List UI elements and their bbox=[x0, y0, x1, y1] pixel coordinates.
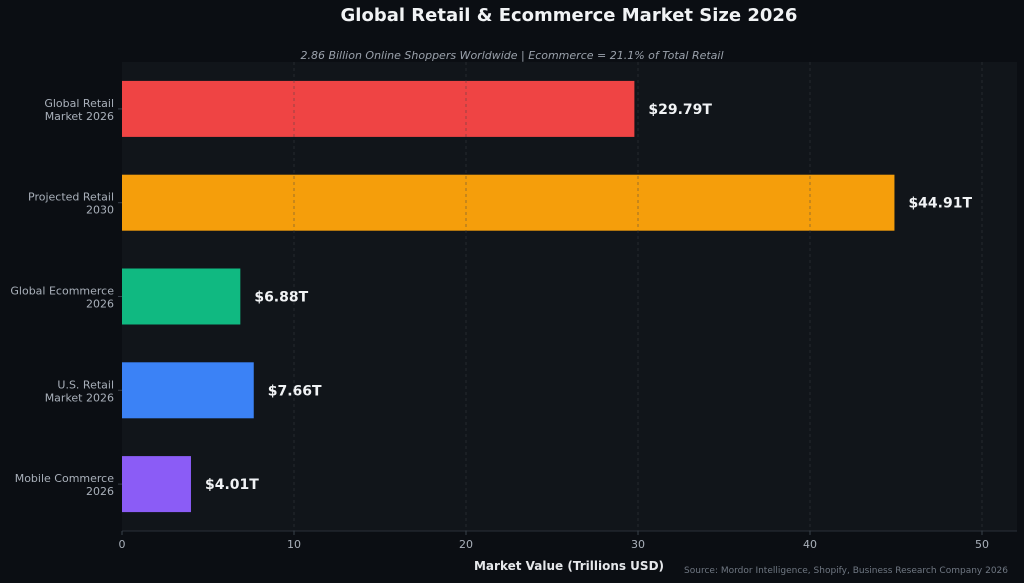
category-label-2: Global Ecommerce 2026 bbox=[10, 285, 114, 311]
category-label-line: 2026 bbox=[86, 298, 114, 311]
bar-value-label-0: $29.79T bbox=[648, 102, 712, 118]
category-label-line: Projected Retail bbox=[28, 191, 114, 204]
x-tick-label-5: 50 bbox=[975, 538, 989, 551]
chart-title: Global Retail & Ecommerce Market Size 20… bbox=[341, 5, 798, 26]
plot-area bbox=[122, 62, 1017, 531]
chart-subtitle: 2.86 Billion Online Shoppers Worldwide |… bbox=[300, 49, 723, 62]
bar-0 bbox=[122, 80, 635, 137]
category-label-0: Global Retail Market 2026 bbox=[44, 97, 114, 123]
x-tick-label-3: 30 bbox=[631, 538, 645, 551]
grid-layer bbox=[293, 62, 983, 531]
x-tick-label-1: 10 bbox=[287, 538, 301, 551]
x-axis-label: Market Value (Trillions USD) bbox=[474, 559, 664, 573]
bar-4 bbox=[122, 456, 191, 513]
category-label-line: 2026 bbox=[86, 485, 114, 498]
x-tick-label-2: 20 bbox=[459, 538, 473, 551]
bars-layer: $29.79T $44.91T $6.88T $7.66T $4.01T bbox=[122, 80, 972, 513]
category-label-4: Mobile Commerce 2026 bbox=[15, 472, 115, 498]
category-label-3: U.S. Retail Market 2026 bbox=[45, 378, 114, 404]
category-label-line: Global Ecommerce bbox=[10, 285, 114, 298]
category-label-line: Mobile Commerce bbox=[15, 472, 115, 485]
bar-1 bbox=[122, 174, 895, 231]
category-label-line: Market 2026 bbox=[45, 391, 114, 404]
x-tick-label-4: 40 bbox=[803, 538, 817, 551]
x-tick-label-0: 0 bbox=[119, 538, 126, 551]
source-note: Source: Mordor Intelligence, Shopify, Bu… bbox=[684, 566, 1008, 576]
category-label-line: U.S. Retail bbox=[57, 378, 114, 391]
category-label-1: Projected Retail 2030 bbox=[28, 191, 114, 217]
bar-value-label-3: $7.66T bbox=[268, 383, 322, 399]
bar-value-label-4: $4.01T bbox=[205, 477, 259, 493]
bar-3 bbox=[122, 362, 254, 419]
category-label-line: 2030 bbox=[86, 204, 114, 217]
bar-value-label-2: $6.88T bbox=[254, 290, 308, 306]
category-label-line: Market 2026 bbox=[45, 110, 114, 123]
x-axis-ticks: 0 10 20 30 40 50 bbox=[119, 530, 1017, 551]
bar-2 bbox=[122, 268, 241, 325]
category-label-line: Global Retail bbox=[44, 97, 114, 110]
bar-value-label-1: $44.91T bbox=[908, 196, 972, 212]
